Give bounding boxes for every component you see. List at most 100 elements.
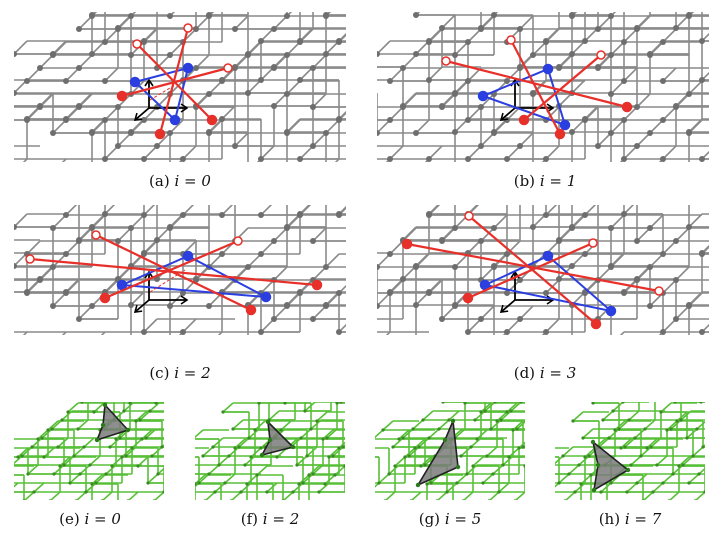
lattice-node [258, 212, 264, 218]
lattice-node [313, 374, 316, 377]
lattice-node [336, 290, 342, 296]
lattice-edge [378, 162, 391, 175]
lattice-node [171, 455, 174, 458]
lattice-node [37, 103, 43, 109]
lattice-edge [224, 473, 236, 484]
lattice-node [152, 499, 156, 500]
lattice-node [152, 382, 155, 385]
lattice-edge [331, 376, 341, 385]
lattice-edge [522, 444, 525, 448]
lattice-edge [221, 105, 236, 120]
lattice-node [50, 51, 56, 57]
lattice-node [478, 143, 484, 149]
lattice-node [699, 173, 705, 179]
lattice-node [292, 373, 295, 376]
lattice-node [63, 251, 69, 257]
lattice-edge [304, 402, 316, 412]
lattice-node [37, 65, 43, 71]
lattice-node [414, 0, 420, 6]
lattice-edge [558, 53, 573, 68]
lattice-node [167, 52, 173, 58]
lattice-node [305, 454, 309, 458]
lattice-edge [584, 205, 597, 216]
lattice-edge [541, 349, 551, 358]
lattice-edge [173, 448, 183, 457]
lattice-node [89, 129, 95, 135]
lattice-node [621, 211, 627, 217]
lattice-edge [129, 402, 133, 404]
lattice-edge [468, 163, 481, 176]
lattice-edge [2, 439, 12, 448]
lattice-edge [14, 266, 15, 268]
lattice-edge [52, 253, 67, 268]
lattice-edge [482, 42, 495, 55]
lattice-node [387, 289, 393, 295]
lattice-edge [268, 410, 280, 421]
lattice-edge [541, 158, 547, 162]
lattice-edge [662, 240, 677, 255]
lattice-edge [383, 402, 393, 411]
lattice-edge [258, 402, 262, 404]
lattice-node [452, 186, 458, 192]
lattice-node [504, 78, 510, 84]
lattice-edge [441, 14, 456, 29]
lattice-node [440, 186, 446, 192]
lattice-node [132, 374, 135, 377]
lattice-node [569, 129, 575, 135]
lattice-edge [352, 16, 365, 29]
lattice-node [115, 159, 121, 165]
lattice-node [90, 365, 93, 368]
lattice-node [12, 508, 15, 511]
lattice-node [608, 13, 614, 19]
lattice-edge [367, 367, 377, 376]
lattice-node [94, 481, 98, 485]
lattice-edge [299, 27, 314, 42]
lattice-edge [378, 473, 390, 484]
lattice-node [388, 26, 394, 32]
lattice-edge [641, 376, 651, 385]
lattice-node [491, 129, 497, 135]
lattice-node [178, 473, 181, 476]
lattice-edge [625, 367, 635, 376]
lattice-node [291, 373, 294, 376]
lattice-edge [481, 110, 494, 123]
lattice-edge [506, 402, 518, 413]
lattice-node [210, 374, 213, 377]
lattice-edge [135, 411, 147, 422]
lattice-node [517, 159, 523, 165]
lattice-edge [493, 80, 508, 95]
lattice-edge [212, 367, 222, 376]
lattice-edge [506, 318, 521, 333]
lattice-edge [256, 158, 262, 162]
lattice-node [323, 264, 329, 270]
lattice-edge [312, 305, 327, 320]
lattice-node [699, 172, 705, 178]
lattice-edge [701, 32, 709, 42]
lattice-edge [662, 318, 677, 333]
lattice-node [168, 482, 171, 485]
lattice-edge [299, 145, 314, 160]
lattice-edge [558, 92, 573, 107]
lattice-node [206, 91, 212, 97]
lattice-node [266, 347, 269, 350]
lattice-edge [52, 119, 67, 134]
lattice-edge [460, 446, 472, 457]
lattice-edge [14, 40, 28, 55]
lattice-edge [242, 340, 252, 349]
lattice-node [426, 38, 432, 44]
lattice-node [699, 0, 705, 6]
lattice-edge [545, 106, 560, 121]
lattice-node [52, 472, 56, 476]
lattice-node [230, 356, 233, 359]
lattice-node [473, 373, 476, 376]
lattice-edge [519, 15, 534, 30]
lattice-node [207, 472, 211, 476]
lattice-node [37, 198, 43, 204]
lattice-node [177, 499, 180, 502]
lattice-edge [663, 162, 676, 175]
lattice-node [106, 374, 109, 377]
lattice-edge [352, 133, 365, 146]
lattice-edge [169, 119, 184, 134]
lattice-node [361, 316, 367, 322]
lattice-node [387, 251, 393, 257]
